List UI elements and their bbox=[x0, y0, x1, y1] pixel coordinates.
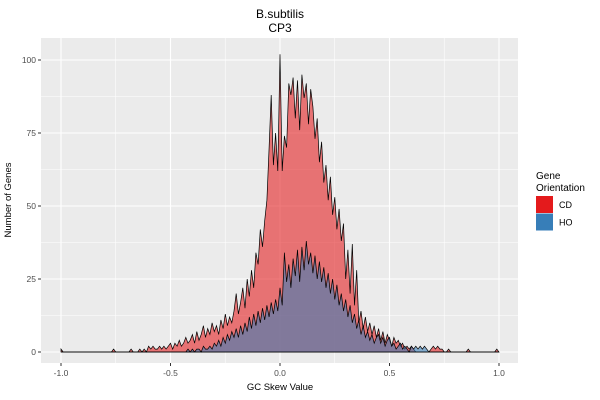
x-tick-label: 0.5 bbox=[384, 368, 396, 378]
plot-subtitle: CP3 bbox=[268, 21, 292, 35]
legend-key-cd bbox=[536, 196, 553, 213]
legend: Gene Orientation CD HO bbox=[536, 171, 585, 231]
x-axis-title: GC Skew Value bbox=[247, 382, 313, 393]
y-axis-title: Number of Genes bbox=[3, 162, 14, 237]
legend-label-cd: CD bbox=[559, 200, 572, 210]
x-tick-label: -0.5 bbox=[163, 368, 178, 378]
y-tick-label: 50 bbox=[27, 201, 37, 211]
legend-label-ho: HO bbox=[559, 218, 573, 228]
legend-keys: CD HO bbox=[536, 196, 573, 231]
y-tick-label: 75 bbox=[27, 128, 37, 138]
x-tick-label: 1.0 bbox=[493, 368, 505, 378]
legend-title-line1: Gene bbox=[536, 171, 561, 182]
area-ho bbox=[61, 240, 499, 353]
legend-key-ho bbox=[536, 213, 553, 231]
axis-ticks bbox=[38, 59, 500, 366]
axis-tick-labels: -1.0 -0.5 0.0 0.5 1.0 0 25 50 75 100 bbox=[22, 55, 505, 378]
y-tick-label: 0 bbox=[31, 347, 36, 357]
y-tick-label: 25 bbox=[27, 274, 37, 284]
plot-title: B.subtilis bbox=[256, 7, 304, 21]
area-series bbox=[60, 54, 500, 353]
x-tick-label: -1.0 bbox=[54, 368, 69, 378]
x-tick-label: 0.0 bbox=[274, 368, 286, 378]
legend-title-line2: Orientation bbox=[536, 183, 585, 194]
y-tick-label: 100 bbox=[22, 55, 36, 65]
